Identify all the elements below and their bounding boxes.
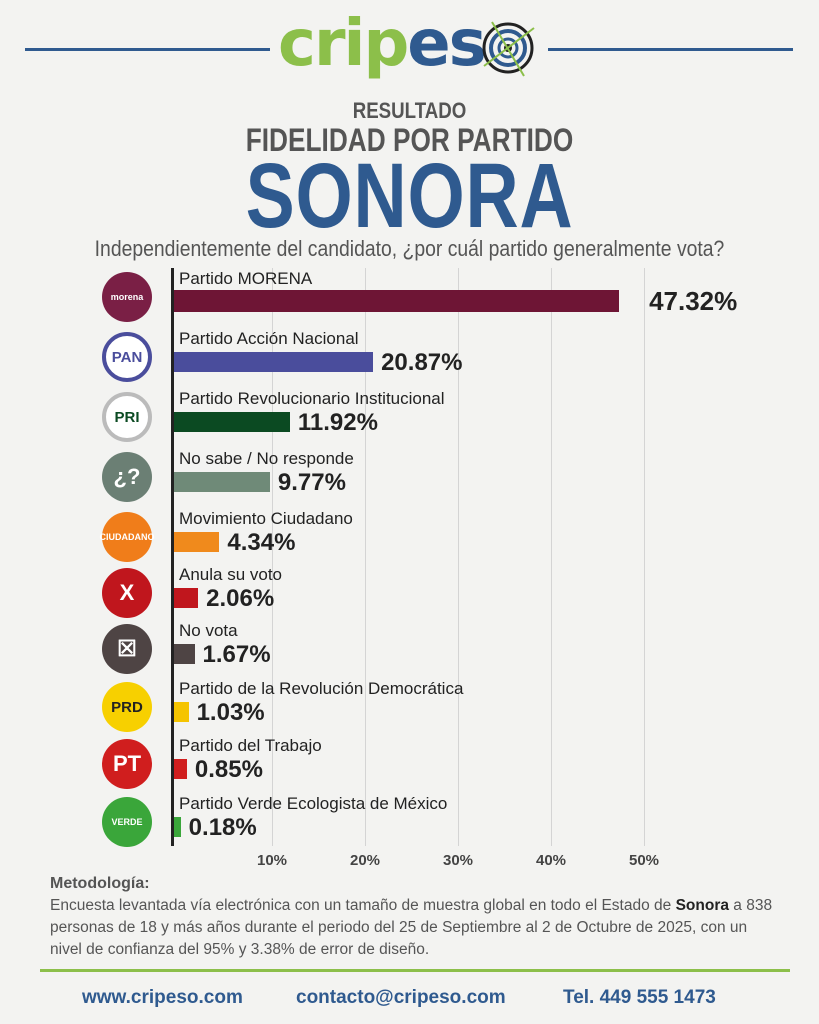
methodology-text: Encuesta levantada vía electrónica con u…: [50, 897, 672, 914]
category-label: Anula su voto: [179, 565, 283, 584]
category-label: Partido Verde Ecologista de México: [179, 794, 448, 813]
gridline: [458, 268, 459, 846]
x-tick-label: 50%: [628, 852, 660, 869]
value-label: 11.92%: [297, 409, 378, 436]
category-label: Movimiento Ciudadano: [179, 509, 353, 528]
x-tick-label: 40%: [535, 852, 567, 869]
value-label: 4.34%: [227, 529, 296, 556]
icon-text: PRI: [114, 408, 140, 426]
bar: [172, 532, 220, 552]
morena-logo: morena: [102, 272, 152, 322]
icon-text: ¿?: [113, 464, 141, 489]
bar: [172, 588, 199, 608]
icon-text: PAN: [111, 348, 143, 366]
methodology: Metodología: Encuesta levantada vía elec…: [50, 873, 780, 961]
value-label: 47.32%: [649, 286, 738, 316]
category-label: No sabe / No responde: [179, 449, 354, 468]
prd-logo: PRD: [102, 682, 152, 732]
cripeso-logo: cripes: [278, 7, 543, 82]
category-label: Partido del Trabajo: [179, 736, 322, 755]
header-rule-left: [25, 48, 270, 51]
x-tick-label: 30%: [442, 852, 474, 869]
footer-divider: [40, 969, 790, 972]
gridline: [272, 268, 273, 846]
gridline: [551, 268, 552, 846]
email-link[interactable]: contacto@cripeso.com: [296, 987, 506, 1008]
title-state: SONORA: [245, 145, 574, 247]
survey-question: Independientemente del candidato, ¿por c…: [94, 236, 725, 261]
category-label: Partido MORENA: [179, 269, 313, 288]
value-label: 1.67%: [202, 641, 271, 668]
value-label: 0.85%: [194, 756, 263, 783]
pt-logo: PT: [102, 739, 152, 789]
phone-number: Tel. 449 555 1473: [563, 987, 716, 1008]
movimiento-ciudadano-logo: CIUDADANO: [99, 512, 155, 562]
bar: [172, 759, 187, 779]
icon-text: X: [119, 580, 135, 605]
pan-logo: PAN: [102, 332, 152, 382]
bar: [172, 644, 195, 664]
icon-text: VERDE: [111, 816, 143, 827]
null-vote-x-icon: X: [102, 568, 152, 618]
value-label: 2.06%: [206, 585, 275, 612]
category-label: No vota: [179, 621, 238, 640]
title-fidelidad: FIDELIDAD POR PARTIDO: [245, 122, 574, 158]
value-label: 1.03%: [196, 699, 265, 726]
icon-text: CIUDADANO: [99, 531, 155, 542]
icon-text: PT: [112, 751, 142, 776]
bar: [172, 817, 181, 837]
bar: [172, 352, 374, 372]
gridline: [644, 268, 645, 846]
value-label: 20.87%: [381, 349, 463, 376]
methodology-title: Metodología:: [50, 875, 150, 892]
methodology-state: Sonora: [675, 897, 729, 914]
logo-text-green: crip: [278, 7, 409, 81]
target-icon: [482, 21, 535, 77]
question-icon: ¿?: [102, 452, 152, 502]
no-vote-ballot-icon: ☒: [102, 624, 152, 674]
title-resultado: RESULTADO: [352, 98, 467, 123]
bar: [172, 412, 290, 432]
value-label: 0.18%: [188, 814, 257, 841]
bar: [172, 472, 270, 492]
methodology-text-2: a 838 personas de 18 y más años durante …: [50, 897, 773, 958]
x-tick-label: 20%: [349, 852, 381, 869]
header-rule-right: [548, 48, 793, 51]
pri-logo: PRI: [102, 392, 152, 442]
icon-text: PRD: [111, 698, 143, 716]
verde-logo: VERDE: [102, 797, 152, 847]
category-label: Partido Revolucionario Institucional: [179, 389, 445, 408]
logo-text-blue: es: [407, 7, 486, 81]
bar: [172, 290, 620, 312]
y-axis-line: [171, 268, 174, 846]
bar: [172, 702, 189, 722]
icon-text: ☒: [117, 636, 137, 661]
x-tick-label: 10%: [256, 852, 288, 869]
category-label: Partido Acción Nacional: [179, 329, 359, 348]
icon-text: morena: [110, 291, 144, 302]
category-label: Partido de la Revolución Democrática: [179, 679, 464, 698]
gridline: [365, 268, 366, 846]
website-link[interactable]: www.cripeso.com: [82, 987, 243, 1008]
value-label: 9.77%: [277, 469, 346, 496]
